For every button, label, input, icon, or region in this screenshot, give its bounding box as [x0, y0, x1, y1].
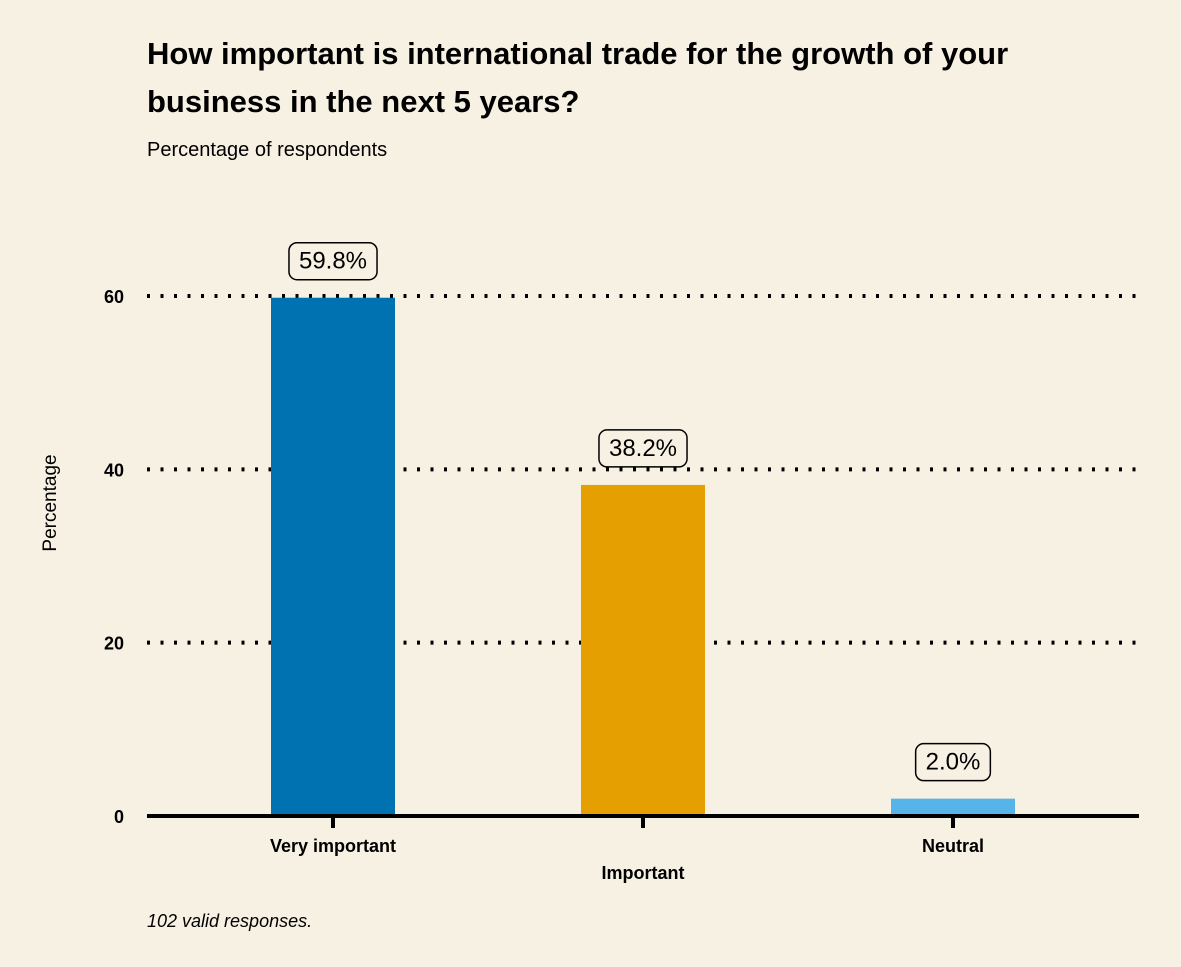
data-label: 59.8% — [288, 241, 378, 281]
bars — [271, 297, 1015, 816]
data-labels: 59.8% 38.2% 2.0% — [288, 241, 992, 782]
y-tick-label: 60 — [104, 287, 124, 307]
chart-caption: 102 valid responses. — [147, 911, 313, 931]
x-tick-label: Very important — [270, 836, 396, 856]
x-tick-label: Neutral — [922, 836, 984, 856]
chart-title: How important is international trade for… — [147, 36, 1009, 119]
data-label-box — [598, 429, 688, 468]
y-axis-label: Percentage — [40, 454, 61, 551]
y-tick-labels: 0 20 40 60 — [104, 287, 124, 827]
y-tick-label: 40 — [104, 460, 124, 480]
bar — [271, 297, 395, 816]
data-label: 38.2% — [598, 429, 688, 468]
bar — [891, 798, 1015, 816]
data-label-box — [914, 742, 992, 782]
data-label-text: 2.0% — [926, 749, 981, 776]
x-tick-label: Important — [602, 863, 685, 883]
x-tick-labels: Very important Important Neutral — [270, 836, 984, 883]
data-label: 2.0% — [914, 742, 992, 782]
bar — [581, 484, 705, 816]
data-label-text: 59.8% — [299, 248, 367, 275]
x-axis — [147, 814, 1139, 828]
y-tick-label: 20 — [104, 634, 124, 654]
y-tick-label: 0 — [114, 807, 124, 827]
data-label-box — [288, 241, 378, 281]
data-label-text: 38.2% — [609, 435, 677, 462]
chart-subtitle: Percentage of respondents — [147, 139, 388, 161]
